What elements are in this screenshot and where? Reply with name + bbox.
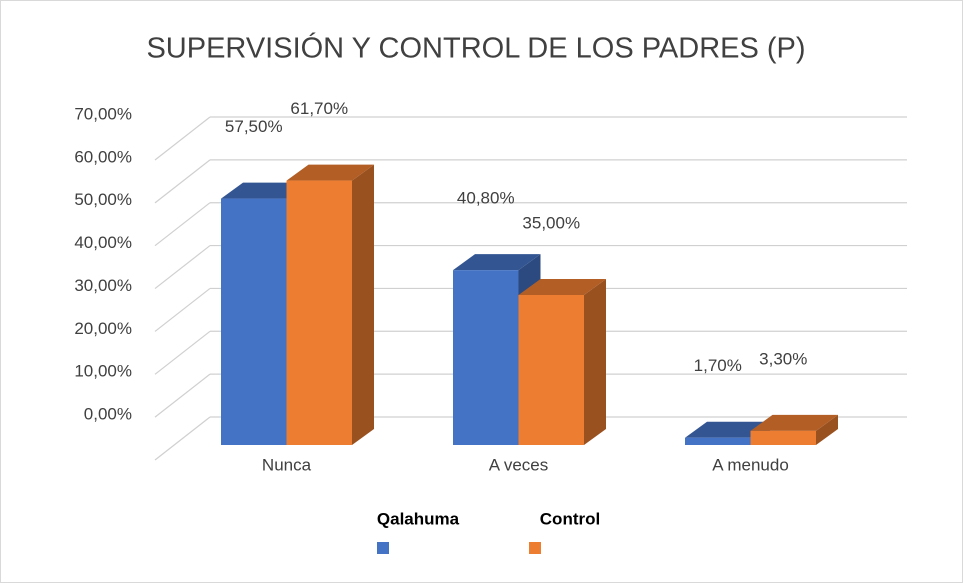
wall-line <box>154 330 211 375</box>
bar <box>750 430 816 445</box>
y-tick-label: 70,00% <box>74 104 132 123</box>
data-label: 35,00% <box>522 213 580 232</box>
y-tick-label: 50,00% <box>74 190 132 209</box>
x-tick-label: A veces <box>489 455 549 474</box>
bar <box>518 295 584 445</box>
data-label: 61,70% <box>290 99 348 118</box>
legend-swatch <box>377 542 389 554</box>
wall-line <box>154 287 211 332</box>
bar-top <box>518 279 606 295</box>
chart-title: SUPERVISIÓN Y CONTROL DE LOS PADRES (P) <box>146 32 805 65</box>
data-label: 3,30% <box>759 349 807 368</box>
bar-top <box>750 414 838 431</box>
wall-line <box>154 245 211 290</box>
bar <box>221 198 287 445</box>
y-tick-label: 60,00% <box>74 147 132 166</box>
data-label: 1,70% <box>694 356 742 375</box>
bar-side <box>352 164 374 446</box>
data-label: 40,80% <box>457 189 515 208</box>
x-tick-label: Nunca <box>262 455 312 474</box>
y-tick-label: 30,00% <box>74 276 132 295</box>
y-tick-label: 10,00% <box>74 362 132 381</box>
bar <box>286 180 352 446</box>
wall-line <box>154 202 211 247</box>
bar-side <box>816 414 838 445</box>
legend-label: Qalahuma <box>377 509 460 528</box>
y-tick-label: 20,00% <box>74 319 132 338</box>
y-tick-label: 40,00% <box>74 233 132 252</box>
bar-top <box>286 164 374 181</box>
wall-line <box>154 116 211 161</box>
wall-line <box>154 159 211 204</box>
bar-side <box>584 279 606 445</box>
wall-line <box>154 416 211 461</box>
bar <box>685 437 751 445</box>
legend-swatch <box>529 542 541 554</box>
bar-top <box>453 254 541 271</box>
y-tick-label: 0,00% <box>84 404 132 423</box>
data-label: 57,50% <box>225 117 283 136</box>
wall-line <box>154 373 211 418</box>
bar <box>453 270 519 445</box>
legend-label: Control <box>540 509 600 528</box>
x-tick-label: A menudo <box>712 455 789 474</box>
